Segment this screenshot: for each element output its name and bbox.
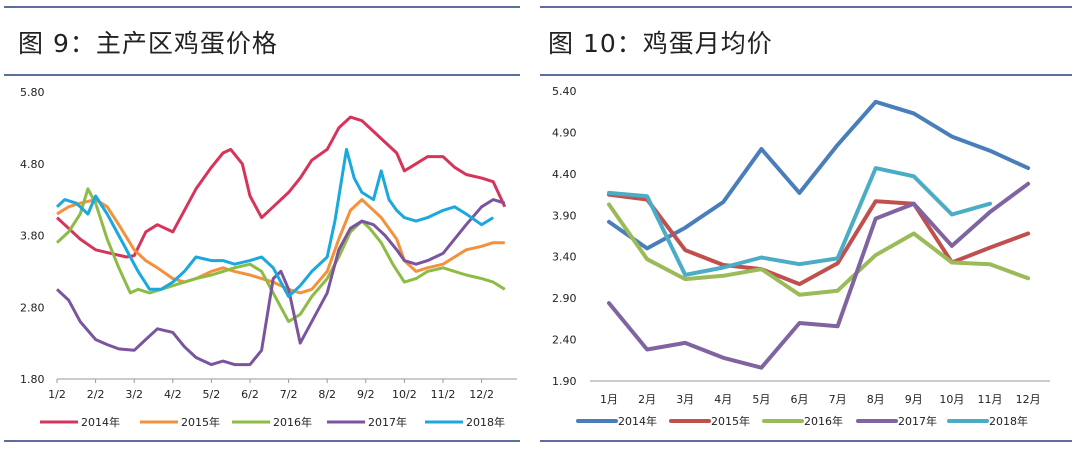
x-tick-label: 3月 bbox=[676, 393, 694, 406]
left-panel: 图 9：主产区鸡蛋价格 5.80 4.80 3.80 2.80 1.80 1/2 2/2 3/… bbox=[0, 0, 530, 452]
x-tick-label: 6/2 bbox=[241, 388, 259, 401]
x-tick-label: 4/2 bbox=[164, 388, 182, 401]
title-rule-left bbox=[4, 74, 520, 76]
x-tick-label: 2/2 bbox=[87, 388, 105, 401]
x-tick-label: 10月 bbox=[939, 393, 964, 406]
x-tick-label: 11/2 bbox=[431, 388, 456, 401]
x-tick-label: 5/2 bbox=[203, 388, 221, 401]
top-rule-left bbox=[4, 6, 520, 8]
y-tick-label: 4.90 bbox=[552, 126, 577, 139]
y-tick-label: 3.80 bbox=[20, 230, 45, 243]
bottom-rule-right bbox=[540, 440, 1072, 442]
legend-label: 2018年 bbox=[989, 414, 1028, 428]
x-tick-label: 7月 bbox=[829, 393, 847, 406]
y-tick-label: 3.90 bbox=[552, 209, 577, 222]
x-tick-label: 9/2 bbox=[357, 388, 375, 401]
x-tick-label: 8/2 bbox=[318, 388, 336, 401]
y-tick-label: 2.40 bbox=[552, 334, 577, 347]
x-tick-label: 2月 bbox=[638, 393, 656, 406]
x-tick-label: 5月 bbox=[752, 393, 770, 406]
series-line bbox=[607, 166, 992, 277]
series-line bbox=[607, 192, 1031, 287]
legend-label: 2018年 bbox=[466, 415, 505, 429]
series-line bbox=[55, 198, 506, 367]
x-tick-label: 1/2 bbox=[48, 388, 66, 401]
legend-label: 2017年 bbox=[368, 415, 407, 429]
x-tick-label: 4月 bbox=[714, 393, 732, 406]
title-rule-right bbox=[540, 74, 1072, 76]
y-tick-label: 1.90 bbox=[552, 375, 577, 388]
x-tick-label: 6月 bbox=[791, 393, 809, 406]
x-tick-label: 11月 bbox=[978, 393, 1003, 406]
legend-label: 2014年 bbox=[618, 414, 657, 428]
monthly-average-egg-price-chart: 5.40 4.90 4.40 3.90 3.40 2.90 2.40 1.90 1月 2月 3月 4月… bbox=[552, 85, 1050, 428]
legend-label: 2016年 bbox=[273, 415, 312, 429]
y-tick-label: 5.80 bbox=[20, 86, 45, 99]
series-line bbox=[607, 181, 1031, 370]
x-tick-label: 1月 bbox=[600, 393, 618, 406]
y-tick-label: 4.40 bbox=[552, 168, 577, 181]
chart-title-fig10: 图 10：鸡蛋月均价 bbox=[548, 29, 773, 58]
right-panel: 图 10：鸡蛋月均价 5.40 4.90 4.40 3.90 3.40 2.90 2.40 1… bbox=[540, 0, 1080, 452]
x-tick-label: 3/2 bbox=[125, 388, 143, 401]
x-tick-label: 12月 bbox=[1016, 393, 1041, 406]
x-tick-label: 12/2 bbox=[469, 388, 494, 401]
x-tick-label: 7/2 bbox=[280, 388, 298, 401]
legend-label: 2017年 bbox=[898, 414, 937, 428]
x-tick-label: 10/2 bbox=[392, 388, 417, 401]
regional-egg-price-chart: 5.80 4.80 3.80 2.80 1.801/2 2/2 3/2 4/2 5/2 6/2 7/… bbox=[20, 86, 517, 429]
y-tick-label: 4.80 bbox=[20, 158, 45, 171]
series-line bbox=[607, 99, 1031, 251]
legend-label: 2014年 bbox=[81, 415, 120, 429]
x-tick-label: 9月 bbox=[905, 393, 923, 406]
y-tick-label: 3.40 bbox=[552, 251, 577, 264]
y-tick-label: 2.80 bbox=[20, 301, 45, 314]
series-line bbox=[55, 147, 494, 298]
chart-title-fig9: 图 9：主产区鸡蛋价格 bbox=[18, 29, 278, 58]
bottom-rule-left bbox=[4, 440, 520, 442]
top-rule-right bbox=[540, 6, 1072, 8]
series-line bbox=[55, 187, 506, 324]
y-tick-label: 1.80 bbox=[20, 373, 45, 386]
legend-label: 2015年 bbox=[711, 414, 750, 428]
series-line bbox=[607, 202, 1031, 297]
legend-label: 2015年 bbox=[181, 415, 220, 429]
x-tick-label: 8月 bbox=[867, 393, 885, 406]
y-tick-label: 5.40 bbox=[552, 85, 577, 98]
legend-label: 2016年 bbox=[804, 414, 843, 428]
y-tick-label: 2.90 bbox=[552, 292, 577, 305]
